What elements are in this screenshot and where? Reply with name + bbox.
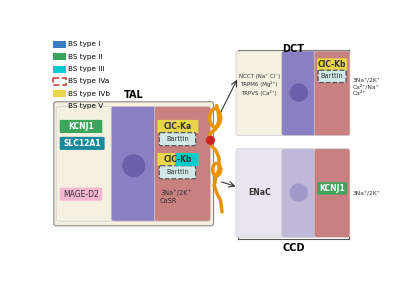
FancyBboxPatch shape [60,120,102,133]
Circle shape [123,155,144,177]
Text: 3Na⁺/2K⁺
Ca²⁺/Na⁺
Ca²⁺: 3Na⁺/2K⁺ Ca²⁺/Na⁺ Ca²⁺ [353,77,381,96]
Text: 3Na⁺/2K⁺
CaSR: 3Na⁺/2K⁺ CaSR [160,189,191,204]
FancyBboxPatch shape [157,120,198,133]
Bar [53,103,66,110]
Text: DCT: DCT [282,44,304,54]
Text: ClC-Ka: ClC-Ka [164,122,192,131]
FancyBboxPatch shape [56,106,114,221]
Text: Barttin: Barttin [321,73,344,79]
FancyBboxPatch shape [155,106,210,221]
Circle shape [290,84,307,101]
FancyBboxPatch shape [60,188,102,201]
Text: MAGE-D2: MAGE-D2 [63,190,99,199]
FancyBboxPatch shape [159,133,196,146]
Text: ClC-Kb: ClC-Kb [318,60,346,69]
FancyBboxPatch shape [175,153,198,166]
FancyBboxPatch shape [60,137,105,150]
Text: CCD: CCD [282,244,305,253]
Text: NCCT (Na⁺ Cl⁻)
TRPM6 (Mg²⁺)
TRPVS (Ca²⁺): NCCT (Na⁺ Cl⁻) TRPM6 (Mg²⁺) TRPVS (Ca²⁺) [239,74,280,96]
Text: SLC12A1: SLC12A1 [64,139,101,148]
Bar [53,66,66,72]
Text: BS type V: BS type V [68,103,103,109]
Text: KCNJ1: KCNJ1 [319,184,345,193]
Text: ENaC: ENaC [248,188,270,197]
FancyBboxPatch shape [111,106,156,221]
Text: BS type IVa: BS type IVa [68,78,109,84]
FancyBboxPatch shape [157,153,198,166]
Bar [53,41,66,48]
Text: KCNJ1: KCNJ1 [68,122,94,131]
Text: BS type IVb: BS type IVb [68,91,110,97]
FancyBboxPatch shape [318,70,346,83]
FancyBboxPatch shape [314,51,350,136]
Bar [53,90,66,97]
FancyBboxPatch shape [54,102,214,226]
FancyBboxPatch shape [317,182,347,195]
Text: Barttin: Barttin [166,169,189,175]
Circle shape [206,136,214,144]
FancyBboxPatch shape [317,58,347,70]
Circle shape [290,184,307,201]
Text: TAL: TAL [124,90,144,100]
FancyBboxPatch shape [236,149,283,237]
Text: BS type I: BS type I [68,41,100,48]
FancyBboxPatch shape [282,149,316,237]
FancyBboxPatch shape [282,51,316,136]
FancyBboxPatch shape [236,51,283,136]
Text: ClC-Kb: ClC-Kb [164,155,192,164]
Text: Barttin: Barttin [166,136,189,142]
FancyBboxPatch shape [159,166,196,179]
Bar [53,53,66,60]
Text: 3Na⁺/2K⁺: 3Na⁺/2K⁺ [353,190,381,195]
Bar [53,78,66,85]
Text: BS type II: BS type II [68,54,102,60]
FancyBboxPatch shape [314,149,350,237]
Text: BS type III: BS type III [68,66,104,72]
